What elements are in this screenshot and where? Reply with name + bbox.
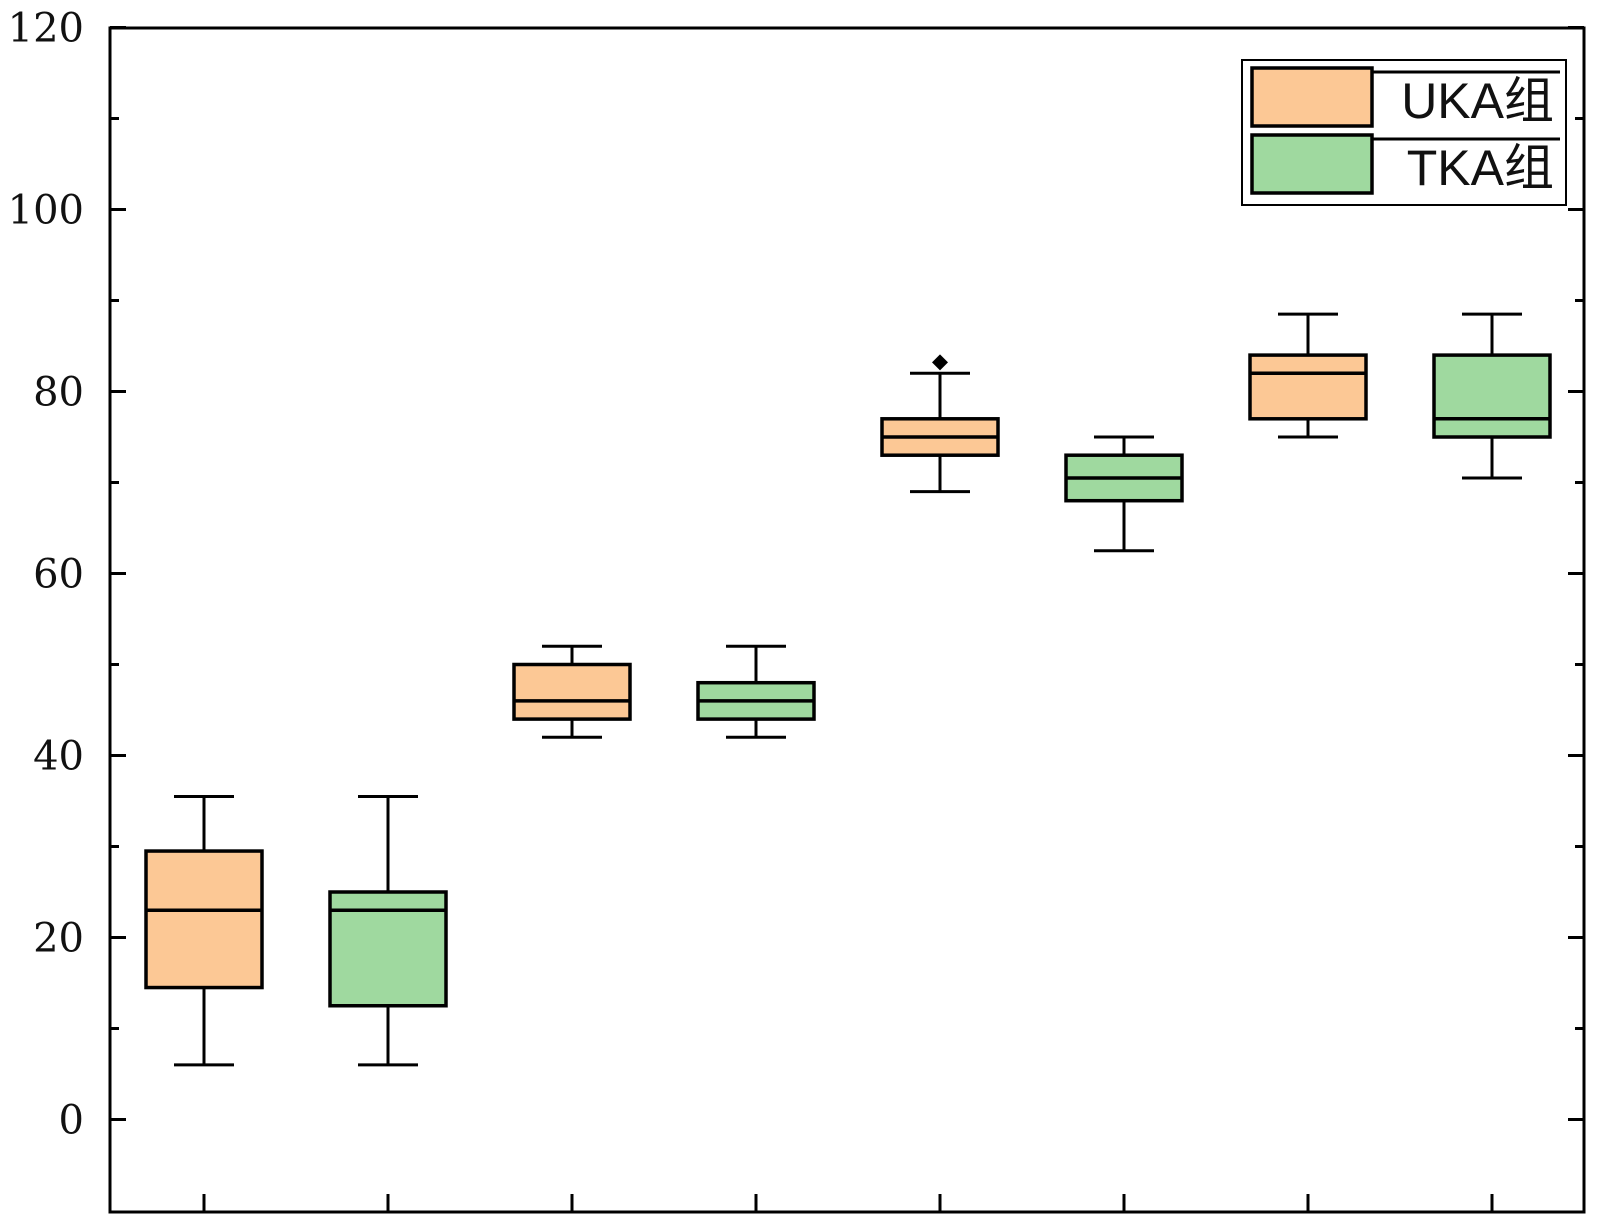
box-uka-1 [144, 794, 264, 1067]
legend-swatch [1250, 66, 1374, 128]
box-uka-2 [512, 644, 632, 739]
y-tick-label: 40 [33, 734, 84, 780]
y-tick-label: 80 [33, 370, 84, 416]
box-uka-4 [1248, 312, 1368, 439]
y-tick-label: 0 [59, 1098, 84, 1144]
box-iqr [1432, 353, 1552, 439]
legend: UKA组 TKA组 [1241, 59, 1567, 206]
box-tka-1 [328, 794, 448, 1067]
y-tick-label: 100 [8, 188, 84, 234]
plot-axes: 0 20 40 60 80 100 120 [8, 6, 1586, 1214]
box-tka-4 [1432, 312, 1552, 480]
box-uka-3 [880, 354, 1000, 494]
outlier-point [932, 354, 948, 371]
box-tka-2 [696, 644, 816, 739]
box-iqr [144, 849, 264, 990]
y-tick-label: 120 [8, 6, 84, 52]
legend-swatch [1250, 133, 1374, 195]
plot-frame [108, 26, 1586, 1214]
box-iqr [512, 662, 632, 721]
plot-marks [144, 312, 1552, 1067]
y-tick-label: 60 [33, 552, 84, 598]
box-tka-3 [1064, 435, 1184, 553]
y-tick-label: 20 [33, 916, 84, 962]
legend-label: UKA组 [1401, 73, 1554, 129]
box-iqr [1248, 353, 1368, 421]
legend-label: TKA组 [1407, 140, 1554, 196]
